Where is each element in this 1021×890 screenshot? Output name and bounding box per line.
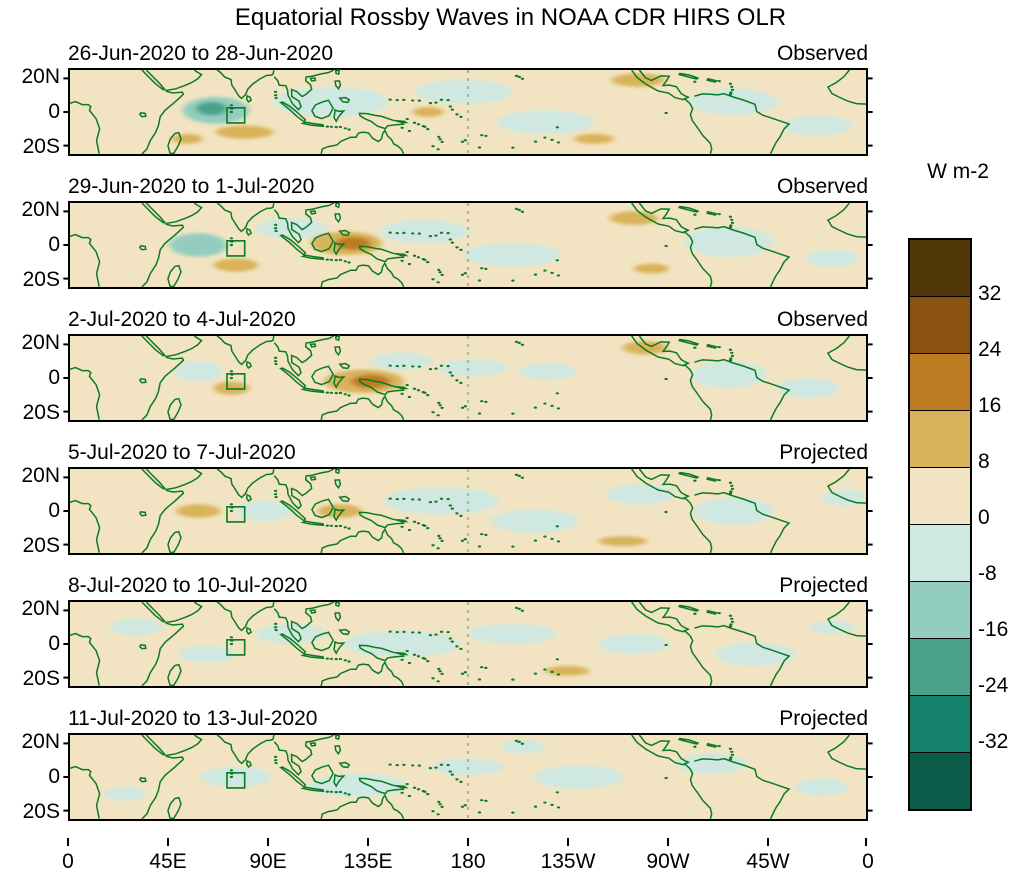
colorbar-units-label: W m-2 (927, 160, 989, 183)
colorbar-tick-label: -24 (978, 674, 1009, 697)
panel-status-label: Projected (779, 441, 868, 464)
map-frame (68, 600, 868, 688)
panel-date-range: 5-Jul-2020 to 7-Jul-2020 (68, 441, 296, 464)
map-panel-2: 29-Jun-2020 to 1-Jul-2020 Observed 20N 0… (21, 173, 868, 306)
panel-header: 26-Jun-2020 to 28-Jun-2020 Observed (68, 40, 868, 68)
x-tick (865, 838, 867, 846)
x-tick (767, 838, 769, 846)
x-tick (67, 838, 69, 846)
y-tick-label-20s: 20S (22, 534, 60, 557)
x-tick-label: 135E (343, 850, 393, 873)
colorbar-box (910, 410, 970, 467)
colorbar-tick-label: 16 (978, 394, 1002, 417)
colorbar-box (910, 752, 970, 809)
x-tick-label: 135W (540, 850, 596, 873)
contour-map (70, 202, 866, 288)
x-tick (267, 838, 269, 846)
colorbar-tick-label: 8 (978, 450, 990, 473)
map-frame (68, 334, 868, 422)
figure-title: Equatorial Rossby Waves in NOAA CDR HIRS… (234, 4, 787, 31)
x-tick (667, 838, 669, 846)
contour-map (70, 69, 866, 155)
colorbar-box (910, 296, 970, 353)
map-frame (68, 201, 868, 289)
x-axis: 0 45E 90E 135E 180 135W 90W 45W 0 (62, 838, 874, 884)
colorbar-tick-label: -16 (978, 618, 1009, 641)
y-tick-label-0: 0 (48, 100, 60, 123)
contour-map (70, 335, 866, 421)
colorbar-tick-label: 24 (978, 338, 1002, 361)
map-panel-4: 5-Jul-2020 to 7-Jul-2020 Projected 20N 0… (21, 439, 868, 572)
map-frame (68, 733, 868, 821)
colorbar-box (910, 353, 970, 410)
panel-date-range: 29-Jun-2020 to 1-Jul-2020 (68, 175, 315, 198)
contour-map (70, 601, 866, 687)
panel-date-range: 11-Jul-2020 to 13-Jul-2020 (68, 707, 318, 730)
y-tick-label-20n: 20N (21, 198, 60, 221)
colorbar-labels: 32 24 16 8 0 -8 -16 -24 -32 (978, 238, 1021, 798)
map-frame (68, 467, 868, 555)
map-panel-6: 11-Jul-2020 to 13-Jul-2020 Projected 20N… (21, 705, 868, 838)
y-tick-label-20n: 20N (21, 730, 60, 753)
y-tick-label-20s: 20S (22, 667, 60, 690)
map-panel-3: 2-Jul-2020 to 4-Jul-2020 Observed 20N 0 … (21, 306, 868, 439)
y-tick-label-20s: 20S (22, 401, 60, 424)
x-tick-label: 90E (249, 850, 287, 873)
y-tick-label-20n: 20N (21, 597, 60, 620)
colorbar-box (910, 638, 970, 695)
map-panel-5: 8-Jul-2020 to 10-Jul-2020 Projected 20N … (21, 572, 868, 705)
x-tick-label: 0 (62, 850, 74, 873)
panel-status-label: Observed (776, 42, 868, 65)
colorbar-tick-label: -8 (978, 562, 997, 585)
x-tick (467, 838, 469, 846)
y-tick-label-20s: 20S (22, 268, 60, 291)
map-frame (68, 68, 868, 156)
panel-header: 11-Jul-2020 to 13-Jul-2020 Projected (68, 705, 868, 733)
y-tick-label-0: 0 (48, 632, 60, 655)
panel-status-label: Observed (776, 175, 868, 198)
y-tick-label-20s: 20S (22, 800, 60, 823)
panel-header: 5-Jul-2020 to 7-Jul-2020 Projected (68, 439, 868, 467)
panel-status-label: Observed (776, 308, 868, 331)
panel-date-range: 2-Jul-2020 to 4-Jul-2020 (68, 308, 296, 331)
y-tick-label-0: 0 (48, 765, 60, 788)
panel-header: 8-Jul-2020 to 10-Jul-2020 Projected (68, 572, 868, 600)
colorbar-tick-label: 32 (978, 282, 1002, 305)
contour-map (70, 734, 866, 820)
x-tick (567, 838, 569, 846)
panel-date-range: 8-Jul-2020 to 10-Jul-2020 (68, 574, 308, 597)
y-tick-label-20s: 20S (22, 135, 60, 158)
y-tick-label-20n: 20N (21, 464, 60, 487)
y-tick-label-20n: 20N (21, 331, 60, 354)
colorbar-box (910, 581, 970, 638)
panel-date-range: 26-Jun-2020 to 28-Jun-2020 (68, 42, 334, 65)
panel-status-label: Projected (779, 574, 868, 597)
colorbar-box (910, 695, 970, 752)
colorbar-tick-label: 0 (978, 506, 990, 529)
panel-status-label: Projected (779, 707, 868, 730)
panel-header: 2-Jul-2020 to 4-Jul-2020 Observed (68, 306, 868, 334)
colorbar-box (910, 467, 970, 524)
colorbar (908, 238, 972, 811)
contour-map (70, 468, 866, 554)
map-panel-1: 26-Jun-2020 to 28-Jun-2020 Observed 20N … (21, 40, 868, 173)
x-tick-label: 90W (646, 850, 690, 873)
y-tick-label-0: 0 (48, 366, 60, 389)
y-tick-label-20n: 20N (21, 65, 60, 88)
x-tick-label: 45W (746, 850, 790, 873)
colorbar-box (910, 524, 970, 581)
x-tick-label: 180 (450, 850, 486, 873)
x-tick (167, 838, 169, 846)
y-tick-label-0: 0 (48, 499, 60, 522)
map-panels: 26-Jun-2020 to 28-Jun-2020 Observed 20N … (21, 40, 874, 884)
x-tick-label: 45E (149, 850, 187, 873)
panel-header: 29-Jun-2020 to 1-Jul-2020 Observed (68, 173, 868, 201)
x-tick-label: 0 (862, 850, 874, 873)
x-tick (367, 838, 369, 846)
y-tick-label-0: 0 (48, 233, 60, 256)
colorbar-box (910, 240, 970, 296)
colorbar-tick-label: -32 (978, 730, 1009, 753)
